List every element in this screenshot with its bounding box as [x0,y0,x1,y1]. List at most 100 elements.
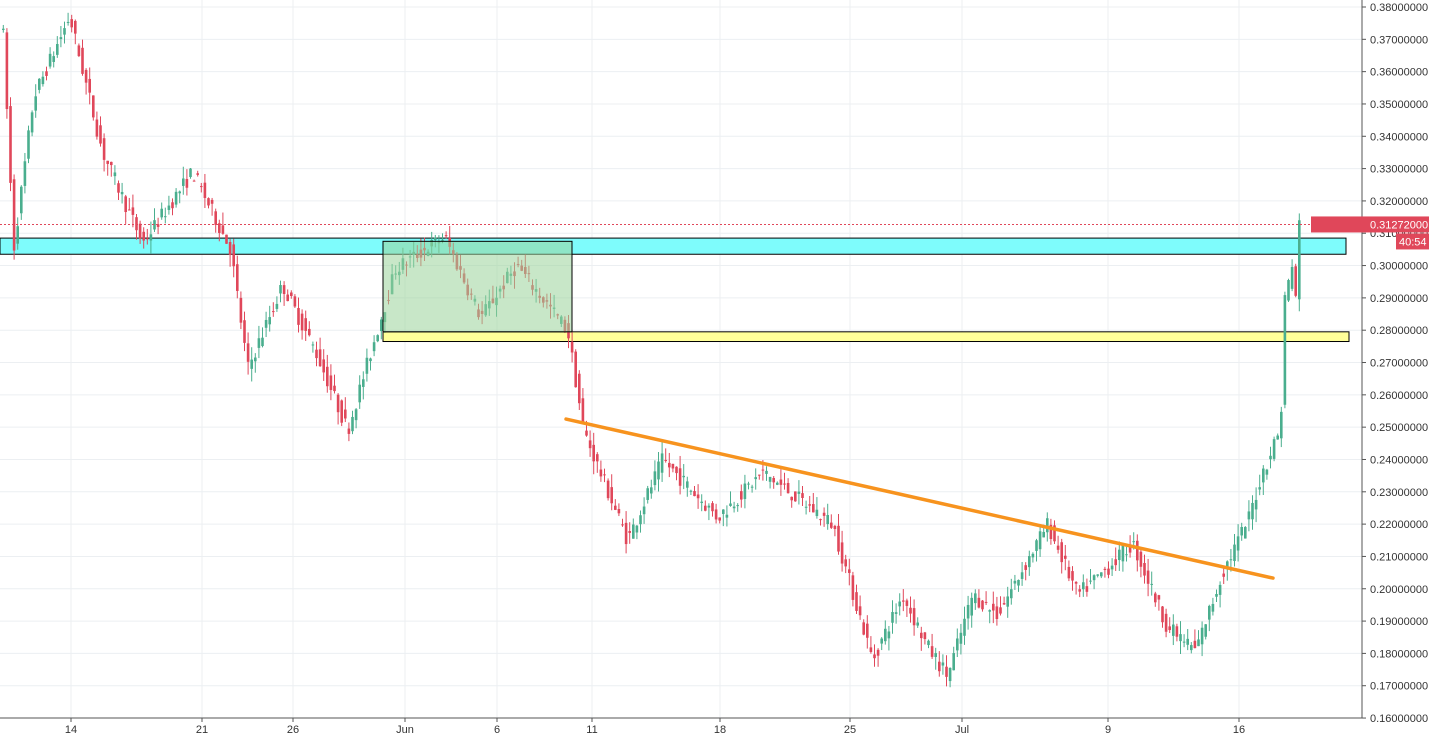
y-tick-label: 0.28000000 [1370,325,1428,337]
candle-up [963,618,966,636]
candle-up [264,319,268,328]
candle-up [279,285,282,294]
candle-down [1107,568,1110,575]
candle-up [1247,511,1251,520]
candle-up [732,506,736,509]
candle-up [1028,556,1031,568]
candle-down [876,649,880,656]
candle-down [282,285,286,295]
candle-down [992,603,995,611]
grid [0,0,1362,719]
candle-up [797,491,801,494]
candle-up [1215,594,1218,597]
candle-up [434,237,437,241]
candle-down [1114,559,1117,566]
countdown-label-bg [1396,233,1429,250]
candle-up [948,667,952,682]
y-tick-label: 0.38000000 [1370,2,1428,14]
candle-up [642,506,646,515]
candle-down [578,373,581,404]
candle-up [1276,435,1279,440]
candle-down [221,225,225,234]
candle-down [905,600,909,606]
candle-down [1193,640,1197,649]
candle-up [660,453,664,473]
candle-down [308,328,311,336]
candle-down [1049,524,1053,540]
candle-up [1240,526,1243,536]
candle-up [1208,605,1211,620]
candle-up [707,505,711,508]
candle-down [9,106,12,183]
candle-down [218,223,221,233]
candle-down [1164,613,1168,632]
candle-up [1226,561,1229,569]
candle-down [329,375,333,390]
candle-down [862,622,865,635]
candle-up [1100,572,1103,577]
candle-down [444,235,448,237]
candle-down [88,78,91,93]
y-tick-label: 0.25000000 [1370,422,1428,434]
candle-up [1258,487,1261,490]
x-tick-label: 11 [586,724,597,736]
x-tick-label: 26 [287,724,299,736]
candle-up [1118,549,1121,561]
x-tick-label: 9 [1105,724,1111,736]
candle-up [1082,582,1085,590]
x-tick-label: Jun [396,724,414,736]
candle-down [156,224,160,227]
candle-up [189,168,192,178]
candle-down [851,575,855,600]
candle-up [657,461,660,480]
candle-up [1186,638,1189,645]
candle-down [286,294,289,302]
candle-down [783,483,786,485]
candle-down [930,646,934,657]
candle-down [938,661,941,672]
y-tick-label: 0.24000000 [1370,454,1428,466]
candle-up [632,524,635,539]
candle-up [1200,627,1204,645]
candle-down [945,666,948,677]
candle-up [1190,645,1193,651]
candle-up [894,612,898,614]
candle-down [671,463,675,469]
candle-up [1244,527,1247,539]
candle-up [1265,469,1269,475]
candle-down [718,517,721,521]
candle-up [880,638,883,644]
candle-up [1287,280,1290,301]
candle-up [884,628,887,642]
candle-up [804,506,808,508]
candle-down [336,394,340,413]
candle-down [704,505,707,511]
candle-up [1283,295,1287,405]
y-tick-label: 0.33000000 [1370,164,1428,176]
candle-down [617,508,621,514]
candle-up [1110,565,1114,570]
candle-up [164,216,167,218]
candle-up [1204,624,1207,637]
candle-down [995,606,999,620]
countdown-label: 40:54 [1399,236,1427,248]
candle-down [786,482,790,494]
candle-down [581,398,585,423]
candle-down [902,600,905,602]
candle-up [372,342,376,352]
candle-down [5,32,9,110]
candle-down [92,95,95,118]
candles [2,12,1301,688]
candle-up [174,191,178,205]
candle-up [700,501,703,504]
candle-up [754,477,757,480]
overlays [0,223,1362,580]
candle-down [678,468,682,486]
candle-down [138,223,142,239]
candle-down [297,308,300,325]
candle-down [570,341,574,353]
candle-down [102,138,106,160]
x-tick-label: 21 [196,724,208,736]
